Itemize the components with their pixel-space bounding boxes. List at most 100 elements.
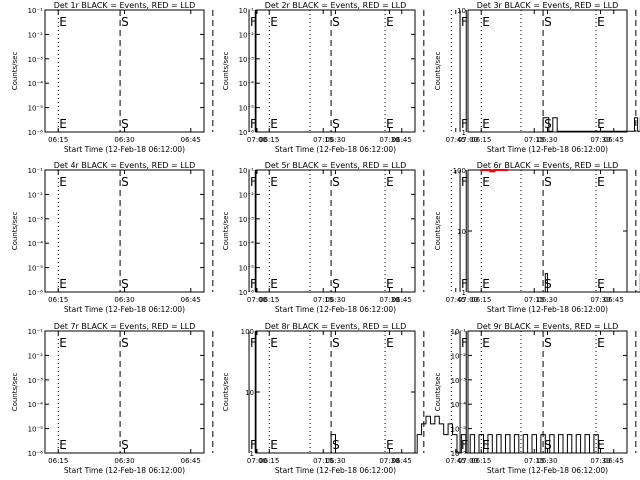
marker-label-bottom: E [59,438,67,452]
y-tick-label: 10 [457,7,466,15]
y-tick-label: 10⁻⁵ [239,265,255,273]
y-tick-label: 10⁻⁶ [28,450,44,458]
marker-label-top: E [597,336,605,350]
marker-label-bottom: S [121,438,129,452]
events-series-line-1 [542,117,640,132]
panel-title: Det 9r BLACK = Events, RED = LLD [477,322,619,331]
marker-label-top: E [597,15,605,29]
x-tick-label: 06:30 [114,457,134,465]
y-tick-label: 10⁻⁶ [451,450,467,458]
panel-det-9: Det 9r BLACK = Events, RED = LLD Counts/s… [434,322,637,475]
panel-title: Det 5r BLACK = Events, RED = LLD [265,161,407,170]
x-tick-label: 07:15 [313,296,333,304]
x-tick-label: 06:45 [181,136,201,144]
y-tick-label: 10⁻⁶ [239,129,255,137]
y-axis-label: Counts/sec [11,373,19,412]
x-tick-label: 07:15 [524,136,544,144]
marker-label-top: F [461,336,468,350]
y-tick-label: 10⁻² [239,31,255,39]
y-tick-label: 10⁻⁵ [28,265,44,273]
panel-title: Det 8r BLACK = Events, RED = LLD [265,322,407,331]
x-tick-label: 07:30 [590,457,610,465]
marker-label-bottom: F [461,117,468,131]
marker-label-top: E [59,175,67,189]
y-tick-label: 10⁻⁴ [239,80,255,88]
y-tick-label: 10⁻⁵ [28,105,44,113]
marker-label-top: F [250,15,257,29]
y-tick-label: 1 [462,129,466,137]
x-tick-label: 06:45 [392,457,412,465]
x-axis-label: Start Time (12-Feb-18 06:12:00) [64,145,185,154]
x-tick-label: 06:15 [48,136,68,144]
marker-label-top: E [386,15,394,29]
marker-label-bottom: S [121,117,129,131]
x-axis-label: Start Time (12-Feb-18 06:12:00) [275,466,396,475]
y-axis-label: Counts/sec [11,212,19,251]
x-axis-label: Start Time (12-Feb-18 06:12:00) [487,466,608,475]
y-tick-label: 10⁻⁴ [451,401,467,409]
x-tick-label: 06:45 [181,457,201,465]
panel-det-5: Det 5r BLACK = Events, RED = LLD Counts/s… [222,161,611,314]
panel-det-3: Det 3r BLACK = Events, RED = LLD Counts/s… [434,1,640,154]
marker-label-bottom: E [482,117,490,131]
marker-label-bottom: E [597,277,605,291]
y-axis-label: Counts/sec [434,52,442,91]
x-tick-label: 07:15 [524,296,544,304]
marker-label-top: F [250,175,257,189]
x-tick-label: 07:00 [458,296,478,304]
x-tick-label: 06:45 [604,136,624,144]
marker-label-bottom: F [461,438,468,452]
y-tick-label: 10⁻⁴ [28,401,44,409]
marker-label-top: E [482,15,490,29]
marker-label-bottom: S [332,277,340,291]
marker-label-top: E [386,175,394,189]
marker-label-bottom: E [386,438,394,452]
lld-series-line-2 [481,169,508,173]
x-tick-label: 07:45 [446,296,466,304]
y-tick-label: 10⁻³ [28,377,44,385]
marker-label-bottom: S [544,117,552,131]
y-tick-label: 10⁻² [451,352,467,360]
y-tick-label: 10 [457,228,466,236]
marker-label-bottom: E [59,117,67,131]
marker-label-bottom: E [59,277,67,291]
marker-label-top: S [544,336,552,350]
x-tick-label: 06:30 [325,457,345,465]
x-tick-label: 06:30 [537,457,557,465]
x-axis-label: Start Time (12-Feb-18 06:12:00) [487,305,608,314]
x-tick-label: 06:15 [48,457,68,465]
marker-label-top: S [544,15,552,29]
x-tick-label: 06:15 [259,457,279,465]
marker-label-top: E [270,336,278,350]
marker-label-top: S [121,336,129,350]
y-tick-label: 10⁻⁶ [28,129,44,137]
y-tick-label: 10⁻³ [28,216,44,224]
x-axis-label: Start Time (12-Feb-18 06:12:00) [487,145,608,154]
panel-det-8: Det 8r BLACK = Events, RED = LLD Counts/s… [222,322,611,475]
x-tick-label: 06:15 [471,296,491,304]
x-tick-label: 07:00 [247,457,267,465]
marker-label-top: S [121,175,129,189]
marker-label-bottom: S [544,438,552,452]
marker-label-bottom: E [386,277,394,291]
marker-label-top: E [270,175,278,189]
y-tick-label: 10 [245,389,254,397]
x-tick-label: 07:30 [379,136,399,144]
marker-label-top: F [461,175,468,189]
y-tick-label: 10⁻³ [451,377,467,385]
marker-label-bottom: E [270,117,278,131]
y-tick-label: 10⁻⁴ [28,80,44,88]
marker-label-bottom: S [332,117,340,131]
marker-label-top: S [332,336,340,350]
panel-title: Det 7r BLACK = Events, RED = LLD [54,322,196,331]
y-tick-label: 10⁻⁵ [451,426,467,434]
y-tick-label: 10⁻⁴ [239,240,255,248]
marker-label-bottom: S [121,277,129,291]
x-tick-label: 07:30 [379,296,399,304]
x-tick-label: 06:45 [181,296,201,304]
marker-label-top: F [461,15,468,29]
marker-label-bottom: E [597,438,605,452]
y-tick-label: 10⁻³ [28,56,44,64]
x-tick-label: 06:15 [48,296,68,304]
y-tick-label: 10⁻² [28,191,44,199]
